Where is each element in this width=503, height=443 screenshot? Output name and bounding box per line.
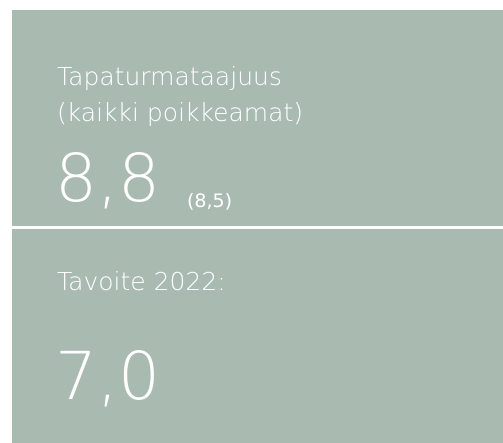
target-value: 7,0 (55, 338, 160, 415)
title-line: (kaikki poikkeamat) (57, 98, 304, 127)
title-line: Tapaturmataajuus (57, 62, 282, 91)
kpi-value: 8,8 (55, 140, 160, 217)
kpi-panel: Tapaturmataajuus (kaikki poikkeamat) 8,8… (12, 10, 503, 443)
target-label: Tavoite 2022: (57, 267, 226, 296)
divider (12, 226, 503, 229)
previous-value: (8,5) (187, 190, 233, 212)
